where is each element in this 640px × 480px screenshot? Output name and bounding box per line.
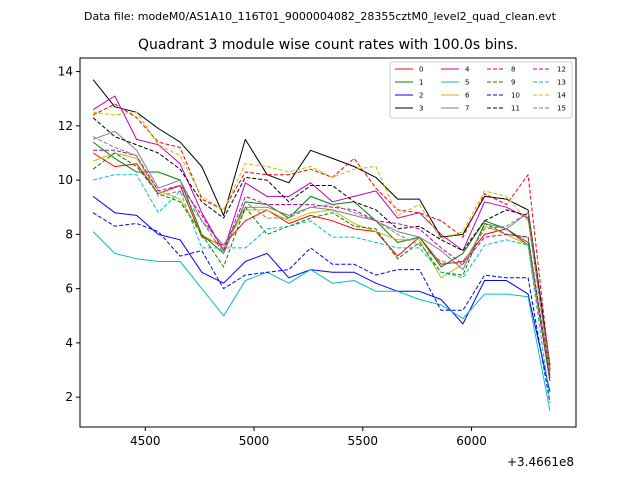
x-axis: 4500 5000 5500 6000 xyxy=(130,427,487,448)
legend-label-14: 14 xyxy=(557,92,566,100)
suptitle: Data file: modeM0/AS1A10_116T01_90000040… xyxy=(84,10,557,23)
series-line-6 xyxy=(92,152,551,376)
series-line-5 xyxy=(92,231,551,411)
series-line-9 xyxy=(92,152,551,381)
legend-label-10: 10 xyxy=(511,92,520,100)
series-line-13 xyxy=(92,174,551,400)
y-tick-label: 14 xyxy=(58,65,73,79)
legend-label-12: 12 xyxy=(557,66,566,74)
y-tick-label: 8 xyxy=(65,227,73,241)
x-offset-label: +3.4661e8 xyxy=(507,455,574,469)
legend-label-3: 3 xyxy=(419,105,423,113)
legend-label-0: 0 xyxy=(419,66,423,74)
legend-label-8: 8 xyxy=(511,66,515,74)
y-tick-label: 10 xyxy=(58,173,73,187)
y-tick-label: 2 xyxy=(65,390,73,404)
y-tick-label: 12 xyxy=(58,119,73,133)
x-tick-label: 5000 xyxy=(239,434,270,448)
chart-title: Quadrant 3 module wise count rates with … xyxy=(138,37,518,53)
series-line-0 xyxy=(92,152,551,381)
series-line-15 xyxy=(92,136,551,373)
y-axis: 2 4 6 8 10 12 14 xyxy=(58,65,80,404)
plot-area xyxy=(80,58,576,427)
axes-frame xyxy=(79,57,577,428)
series-line-10 xyxy=(92,212,551,403)
x-tick-label: 5500 xyxy=(348,434,379,448)
series-line-1 xyxy=(92,141,551,379)
legend-box xyxy=(389,61,573,119)
legend-label-15: 15 xyxy=(557,105,566,113)
series-line-4 xyxy=(92,95,551,371)
legend-label-13: 13 xyxy=(557,79,566,87)
series-line-2 xyxy=(92,196,551,392)
legend-label-2: 2 xyxy=(419,92,423,100)
legend-label-7: 7 xyxy=(465,105,469,113)
series-line-12 xyxy=(93,149,551,376)
legend-label-9: 9 xyxy=(511,79,515,87)
series-line-8 xyxy=(92,103,551,371)
legend-label-4: 4 xyxy=(465,66,470,74)
legend-label-11: 11 xyxy=(511,105,520,113)
x-tick-label: 6000 xyxy=(456,434,487,448)
series-line-7 xyxy=(92,130,551,373)
legend-label-5: 5 xyxy=(465,79,469,87)
y-tick-label: 6 xyxy=(65,282,73,296)
series-line-11 xyxy=(92,117,551,368)
legend-label-1: 1 xyxy=(419,79,423,87)
legend-label-6: 6 xyxy=(465,92,470,100)
series-line-14 xyxy=(93,111,551,368)
x-tick-label: 4500 xyxy=(130,434,161,448)
series-layer xyxy=(92,79,551,411)
y-tick-label: 4 xyxy=(65,336,73,350)
